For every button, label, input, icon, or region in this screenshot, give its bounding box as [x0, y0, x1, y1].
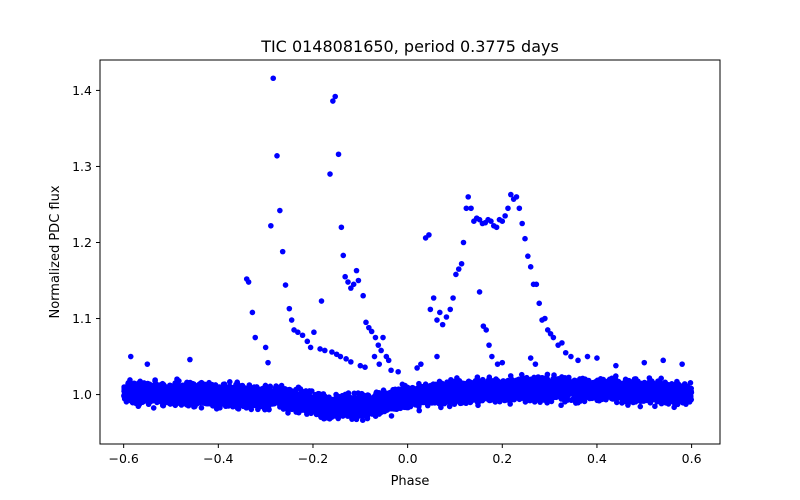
data-point — [548, 398, 555, 405]
data-point — [535, 374, 542, 380]
data-point — [210, 403, 216, 409]
data-point — [613, 399, 620, 406]
data-point — [351, 390, 358, 397]
data-point — [226, 379, 233, 385]
data-point — [262, 406, 268, 413]
data-point — [372, 413, 379, 420]
data-point — [558, 402, 564, 409]
data-point — [416, 407, 423, 414]
data-point — [620, 399, 626, 405]
data-point — [359, 417, 366, 423]
data-point — [625, 398, 632, 404]
data-point — [150, 405, 157, 411]
data-point — [637, 403, 644, 410]
data-point — [518, 371, 525, 378]
data-point — [463, 400, 469, 407]
data-points — [121, 75, 695, 423]
data-point — [325, 415, 332, 421]
data-point — [345, 390, 352, 396]
data-point — [388, 413, 395, 419]
chart-title: TIC 0148081650, period 0.3775 days — [260, 37, 559, 56]
data-point — [198, 405, 205, 411]
